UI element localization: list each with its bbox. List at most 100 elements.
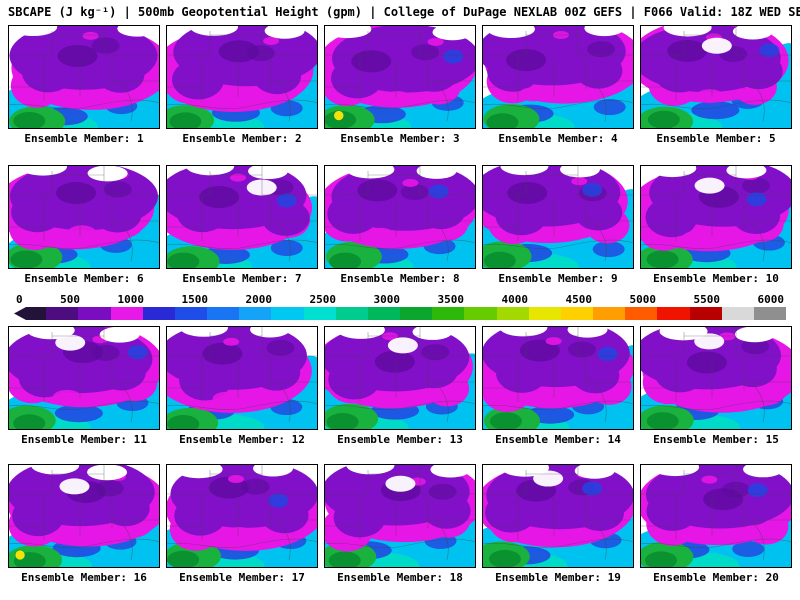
colorbar-segment bbox=[303, 307, 336, 320]
cape-map-image bbox=[324, 326, 476, 430]
colorbar-segment bbox=[239, 307, 272, 320]
ensemble-panel: Ensemble Member: 16 bbox=[8, 464, 160, 584]
colorbar-segment bbox=[110, 307, 143, 320]
ensemble-panel: Ensemble Member: 3 bbox=[324, 25, 476, 145]
colorbar-segment bbox=[721, 307, 754, 320]
ensemble-member-label: Ensemble Member: 19 bbox=[495, 571, 621, 584]
panel-row-2: Ensemble Member: 6 Ensemble Member: 7 Ense… bbox=[0, 165, 800, 285]
ensemble-member-label: Ensemble Member: 17 bbox=[179, 571, 305, 584]
cape-map-image bbox=[640, 165, 792, 269]
cape-map-image bbox=[324, 165, 476, 269]
ensemble-panel: Ensemble Member: 13 bbox=[324, 326, 476, 446]
panel-row-3: Ensemble Member: 11 Ensemble Member: 12 En… bbox=[0, 326, 800, 446]
colorbar-segment bbox=[400, 307, 433, 320]
ensemble-member-label: Ensemble Member: 2 bbox=[182, 132, 302, 145]
colorbar-segment bbox=[78, 307, 111, 320]
ensemble-panel: Ensemble Member: 18 bbox=[324, 464, 476, 584]
cape-map-image bbox=[8, 165, 160, 269]
cape-map-image bbox=[482, 326, 634, 430]
colorbar-segment bbox=[271, 307, 304, 320]
ensemble-panel: Ensemble Member: 4 bbox=[482, 25, 634, 145]
ensemble-panel: Ensemble Member: 9 bbox=[482, 165, 634, 285]
cape-map-image bbox=[482, 464, 634, 568]
colorbar-segment bbox=[335, 307, 368, 320]
ensemble-panel: Ensemble Member: 2 bbox=[166, 25, 318, 145]
ensemble-member-label: Ensemble Member: 1 bbox=[24, 132, 144, 145]
colorbar-segment bbox=[367, 307, 401, 320]
ensemble-panel: Ensemble Member: 14 bbox=[482, 326, 634, 446]
colorbar-segment bbox=[142, 307, 175, 320]
cape-map-image bbox=[166, 25, 318, 129]
ensemble-member-label: Ensemble Member: 5 bbox=[656, 132, 776, 145]
colorbar-segment bbox=[753, 307, 786, 320]
ensemble-member-label: Ensemble Member: 6 bbox=[24, 272, 144, 285]
ensemble-member-label: Ensemble Member: 13 bbox=[337, 433, 463, 446]
colorbar-tick: 2500 bbox=[309, 293, 337, 306]
cape-map-image bbox=[8, 464, 160, 568]
colorbar-segment bbox=[46, 307, 79, 320]
colorbar-tick: 1000 bbox=[117, 293, 145, 306]
ensemble-member-label: Ensemble Member: 20 bbox=[653, 571, 779, 584]
panel-row-4: Ensemble Member: 16 Ensemble Member: 17 En… bbox=[0, 464, 800, 584]
ensemble-panel: Ensemble Member: 7 bbox=[166, 165, 318, 285]
colorbar-segment bbox=[593, 307, 626, 320]
cape-map-image bbox=[640, 326, 792, 430]
colorbar-tick: 3500 bbox=[437, 293, 465, 306]
ensemble-member-label: Ensemble Member: 8 bbox=[340, 272, 460, 285]
colorbar-segment bbox=[689, 307, 722, 320]
colorbar-segment bbox=[207, 307, 240, 320]
ensemble-panel: Ensemble Member: 20 bbox=[640, 464, 792, 584]
colorbar-tick: 0 bbox=[16, 293, 23, 306]
cape-map-image bbox=[8, 25, 160, 129]
cape-map-image bbox=[482, 165, 634, 269]
ensemble-panel: Ensemble Member: 8 bbox=[324, 165, 476, 285]
colorbar-segment bbox=[432, 307, 465, 320]
panel-row-1: Ensemble Member: 1 Ensemble Member: 2 Ense… bbox=[0, 25, 800, 145]
ensemble-panel: Ensemble Member: 11 bbox=[8, 326, 160, 446]
cape-map-image bbox=[8, 326, 160, 430]
colorbar-tick: 500 bbox=[60, 293, 80, 306]
cape-map-image bbox=[640, 464, 792, 568]
ensemble-panel: Ensemble Member: 19 bbox=[482, 464, 634, 584]
ensemble-member-label: Ensemble Member: 9 bbox=[498, 272, 618, 285]
cape-map-image bbox=[482, 25, 634, 129]
cape-map-image bbox=[166, 464, 318, 568]
colorbar-tick: 4500 bbox=[565, 293, 593, 306]
ensemble-member-label: Ensemble Member: 16 bbox=[21, 571, 147, 584]
colorbar-segment bbox=[560, 307, 594, 320]
colorbar-tick: 5000 bbox=[629, 293, 657, 306]
cape-map-image bbox=[640, 25, 792, 129]
colorbar-segment bbox=[625, 307, 658, 320]
colorbar-tick-labels: 0 500 1000 1500 2000 2500 3000 3500 4000 4500 5000… bbox=[14, 293, 786, 306]
ensemble-panel: Ensemble Member: 17 bbox=[166, 464, 318, 584]
colorbar-tick: 1500 bbox=[181, 293, 209, 306]
ensemble-member-label: Ensemble Member: 18 bbox=[337, 571, 463, 584]
ensemble-panel: Ensemble Member: 6 bbox=[8, 165, 160, 285]
ensemble-panel: Ensemble Member: 10 bbox=[640, 165, 792, 285]
cape-map-image bbox=[324, 464, 476, 568]
colorbar-segment bbox=[464, 307, 497, 320]
colorbar-tick: 4000 bbox=[501, 293, 529, 306]
colorbar-segment bbox=[14, 307, 47, 320]
cape-map-image bbox=[166, 326, 318, 430]
ensemble-member-label: Ensemble Member: 4 bbox=[498, 132, 618, 145]
ensemble-member-label: Ensemble Member: 7 bbox=[182, 272, 302, 285]
colorbar-segment bbox=[528, 307, 561, 320]
ensemble-panel: Ensemble Member: 1 bbox=[8, 25, 160, 145]
ensemble-panel: Ensemble Member: 12 bbox=[166, 326, 318, 446]
ensemble-member-label: Ensemble Member: 14 bbox=[495, 433, 621, 446]
ensemble-member-label: Ensemble Member: 12 bbox=[179, 433, 305, 446]
ensemble-member-label: Ensemble Member: 15 bbox=[653, 433, 779, 446]
colorbar-segment bbox=[657, 307, 690, 320]
cape-map-image bbox=[324, 25, 476, 129]
colorbar-tick: 2000 bbox=[245, 293, 273, 306]
colorbar-tick: 6000 bbox=[757, 293, 785, 306]
colorbar: 0 500 1000 1500 2000 2500 3000 3500 4000 4500 5000… bbox=[14, 293, 786, 320]
ensemble-member-label: Ensemble Member: 3 bbox=[340, 132, 460, 145]
colorbar-segment bbox=[174, 307, 208, 320]
ensemble-member-label: Ensemble Member: 10 bbox=[653, 272, 779, 285]
ensemble-member-label: Ensemble Member: 11 bbox=[21, 433, 147, 446]
ensemble-panel: Ensemble Member: 5 bbox=[640, 25, 792, 145]
colorbar-gradient bbox=[14, 307, 786, 320]
colorbar-tick: 3000 bbox=[373, 293, 401, 306]
